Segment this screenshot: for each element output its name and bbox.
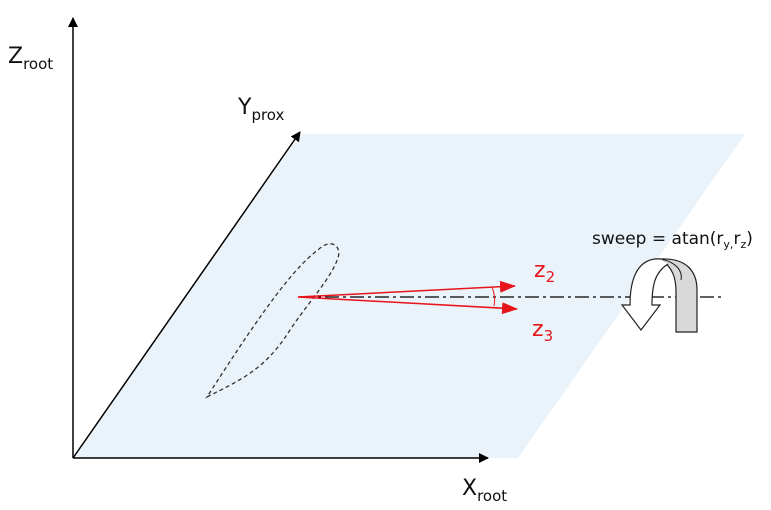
z2-vector	[297, 280, 516, 298]
prox-plane	[73, 134, 745, 458]
airfoil-outline	[205, 243, 340, 399]
sweep-formula: sweep = atan(ry,rz)	[592, 229, 753, 251]
y-axis-label: Yprox	[237, 95, 285, 124]
z2-label: z2	[534, 258, 555, 286]
x-axis-label: Xroot	[462, 476, 507, 505]
z3-label: z3	[532, 317, 553, 345]
sweep-rotation-arrow-icon	[620, 258, 698, 333]
z-axis-label: Zroot	[8, 44, 53, 73]
rotation-arc	[491, 286, 496, 307]
z3-vector	[297, 296, 518, 315]
y-axis	[72, 131, 301, 459]
